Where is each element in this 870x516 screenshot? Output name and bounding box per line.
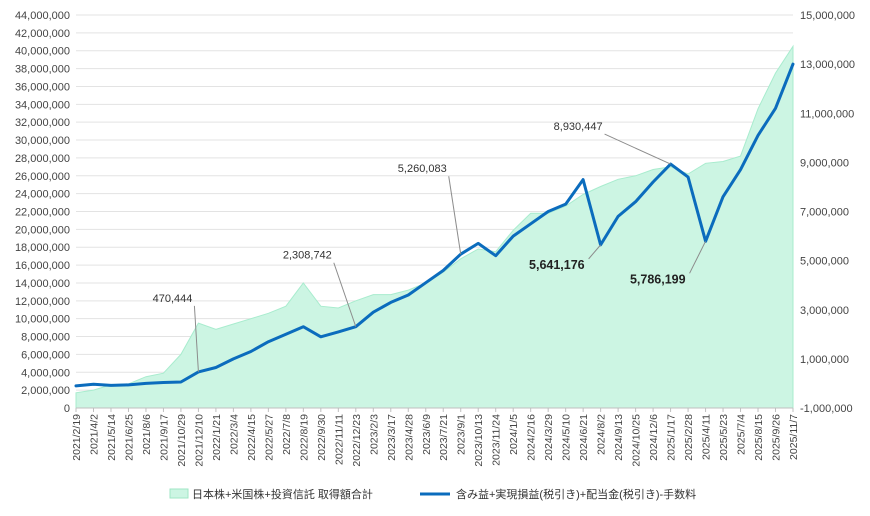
x-axis-tick-label: 2021/10/29 xyxy=(176,414,188,467)
left-axis-tick-label: 8,000,000 xyxy=(21,332,70,344)
x-axis-tick-label: 2024/2/16 xyxy=(526,414,538,461)
right-axis-tick-label: 3,000,000 xyxy=(800,305,849,317)
x-axis-tick-label: 2024/1/5 xyxy=(508,414,520,455)
annotation-label: 2,308,742 xyxy=(283,250,332,262)
left-axis-tick-label: 14,000,000 xyxy=(15,278,70,290)
x-axis-tick-label: 2023/4/28 xyxy=(403,414,415,461)
left-axis-tick-label: 10,000,000 xyxy=(15,314,70,326)
left-axis-tick-label: 18,000,000 xyxy=(15,242,70,254)
annotations: 470,444 2,308,742 5,260,083 8,930,447 5,641,… xyxy=(153,121,707,372)
left-axis-tick-label: 44,000,000 xyxy=(15,10,70,22)
x-axis-tick-label: 2024/12/6 xyxy=(648,414,660,461)
right-axis-tick-label: 5,000,000 xyxy=(800,256,849,268)
right-axis-tick-label: 7,000,000 xyxy=(800,207,849,219)
left-axis-tick-label: 32,000,000 xyxy=(15,117,70,129)
x-axis-tick-label: 2025/11/7 xyxy=(788,414,800,460)
annotation-label: 5,786,199 xyxy=(630,272,686,286)
annotation-leader xyxy=(448,176,462,255)
left-axis-tick-label: 12,000,000 xyxy=(15,296,70,308)
right-axis-tick-label: 9,000,000 xyxy=(800,157,849,169)
x-axis-tick-label: 2022/11/11 xyxy=(333,414,345,465)
x-axis-tick-label: 2024/10/25 xyxy=(631,414,643,467)
x-axis: 2021/2/19 2021/4/2 2021/5/14 2021/6/25 2021/… xyxy=(71,407,800,467)
line-series-path xyxy=(74,62,795,388)
x-axis-tick-label: 2025/2/28 xyxy=(683,414,695,461)
x-axis-tick-label: 2022/9/30 xyxy=(316,414,328,461)
x-axis-tick-label: 2022/3/4 xyxy=(228,414,240,455)
x-axis-tick-label: 2025/7/4 xyxy=(736,414,748,455)
left-axis-tick-label: 4,000,000 xyxy=(21,367,70,379)
x-axis-tick-label: 2023/10/13 xyxy=(473,414,485,467)
annotation-leader xyxy=(689,241,707,274)
annotation-label: 470,444 xyxy=(153,293,193,305)
left-axis-tick-label: 26,000,000 xyxy=(15,171,70,183)
left-axis-tick-label: 20,000,000 xyxy=(15,224,70,236)
x-axis-tick-label: 2022/1/21 xyxy=(211,414,223,461)
x-axis-tick-label: 2023/7/21 xyxy=(438,414,450,461)
x-axis-tick-label: 2021/8/6 xyxy=(141,414,153,455)
x-axis-tick-label: 2024/9/13 xyxy=(613,414,625,461)
x-axis-tick-label: 2021/6/25 xyxy=(123,414,135,461)
x-axis-tick-label: 2023/6/9 xyxy=(421,414,433,455)
annotation-label: 5,260,083 xyxy=(398,163,447,175)
x-axis-tick-label: 2023/11/24 xyxy=(491,414,503,466)
x-axis-tick-label: 2021/5/14 xyxy=(106,414,118,461)
legend-label-line: 含み益+実現損益(税引き)+配当金(税引き)-手数料 xyxy=(456,487,696,501)
x-axis-tick-label: 2024/5/10 xyxy=(561,414,573,461)
left-axis-tick-label: 38,000,000 xyxy=(15,64,70,76)
left-axis-tick-label: 22,000,000 xyxy=(15,207,70,219)
annotation-leader xyxy=(588,244,602,260)
x-axis-tick-label: 2023/3/17 xyxy=(386,414,398,461)
x-axis-tick-label: 2022/8/19 xyxy=(298,414,310,461)
x-axis-tick-label: 2021/4/2 xyxy=(88,414,100,455)
x-axis-tick-label: 2024/3/29 xyxy=(543,414,555,461)
legend: 日本株+米国株+投資信託 取得額合計 含み益+実現損益(税引き)+配当金(税引き… xyxy=(169,487,696,501)
annotation-label: 8,930,447 xyxy=(554,121,603,133)
right-axis-tick-label: -1,000,000 xyxy=(800,403,853,415)
x-axis-tick-label: 2023/9/1 xyxy=(456,414,468,455)
left-axis-tick-label: 6,000,000 xyxy=(21,349,70,361)
annotation-leader xyxy=(604,133,671,165)
left-axis-tick-label: 0 xyxy=(64,403,70,415)
x-axis-tick-label: 2025/5/23 xyxy=(718,414,730,461)
x-axis-tick-label: 2021/2/19 xyxy=(71,414,83,461)
right-axis-tick-label: 11,000,000 xyxy=(800,108,854,120)
annotation-leader xyxy=(333,262,357,327)
x-axis-tick-label: 2024/6/21 xyxy=(578,414,590,461)
left-y-axis: 0 2,000,000 4,000,000 6,000,000 8,000,000 10,… xyxy=(15,10,70,415)
x-axis-tick-label: 2025/4/11 xyxy=(701,414,713,460)
x-axis-tick-label: 2025/1/17 xyxy=(666,414,678,461)
right-axis-tick-label: 15,000,000 xyxy=(800,10,855,22)
x-axis-tick-label: 2021/9/17 xyxy=(158,414,170,461)
left-axis-tick-label: 34,000,000 xyxy=(15,99,70,111)
x-axis-tick-label: 2022/7/8 xyxy=(281,414,293,455)
x-axis-tick-label: 2021/12/10 xyxy=(193,414,205,467)
x-axis-tick-label: 2023/2/3 xyxy=(368,414,380,455)
left-axis-tick-label: 36,000,000 xyxy=(15,81,70,93)
left-axis-tick-label: 28,000,000 xyxy=(15,153,70,165)
left-axis-tick-label: 40,000,000 xyxy=(15,46,70,58)
right-axis-tick-label: 13,000,000 xyxy=(800,59,855,71)
x-axis-tick-label: 2025/8/15 xyxy=(753,414,765,461)
left-axis-tick-label: 2,000,000 xyxy=(21,385,70,397)
area-series xyxy=(75,44,794,409)
left-axis-tick-label: 30,000,000 xyxy=(15,135,70,147)
x-axis-tick-label: 2024/8/2 xyxy=(596,414,608,455)
legend-swatch-area xyxy=(169,488,189,499)
x-axis-tick-label: 2022/5/27 xyxy=(263,414,275,461)
left-axis-tick-label: 16,000,000 xyxy=(15,260,70,272)
x-axis-tick-label: 2025/9/26 xyxy=(771,414,783,461)
annotation-label: 5,641,176 xyxy=(529,258,585,272)
right-axis-tick-label: 1,000,000 xyxy=(800,354,849,366)
legend-label-area: 日本株+米国株+投資信託 取得額合計 xyxy=(192,487,373,501)
x-axis-tick-label: 2022/4/15 xyxy=(246,414,258,461)
area-series-fill xyxy=(75,44,794,409)
right-y-axis: -1,000,000 1,000,000 3,000,000 5,000,000 7,0… xyxy=(800,10,855,415)
left-axis-tick-label: 42,000,000 xyxy=(15,28,70,40)
x-axis-tick-label: 2022/12/23 xyxy=(351,414,363,467)
left-axis-tick-label: 24,000,000 xyxy=(15,189,70,201)
annotation-leader xyxy=(193,305,199,372)
